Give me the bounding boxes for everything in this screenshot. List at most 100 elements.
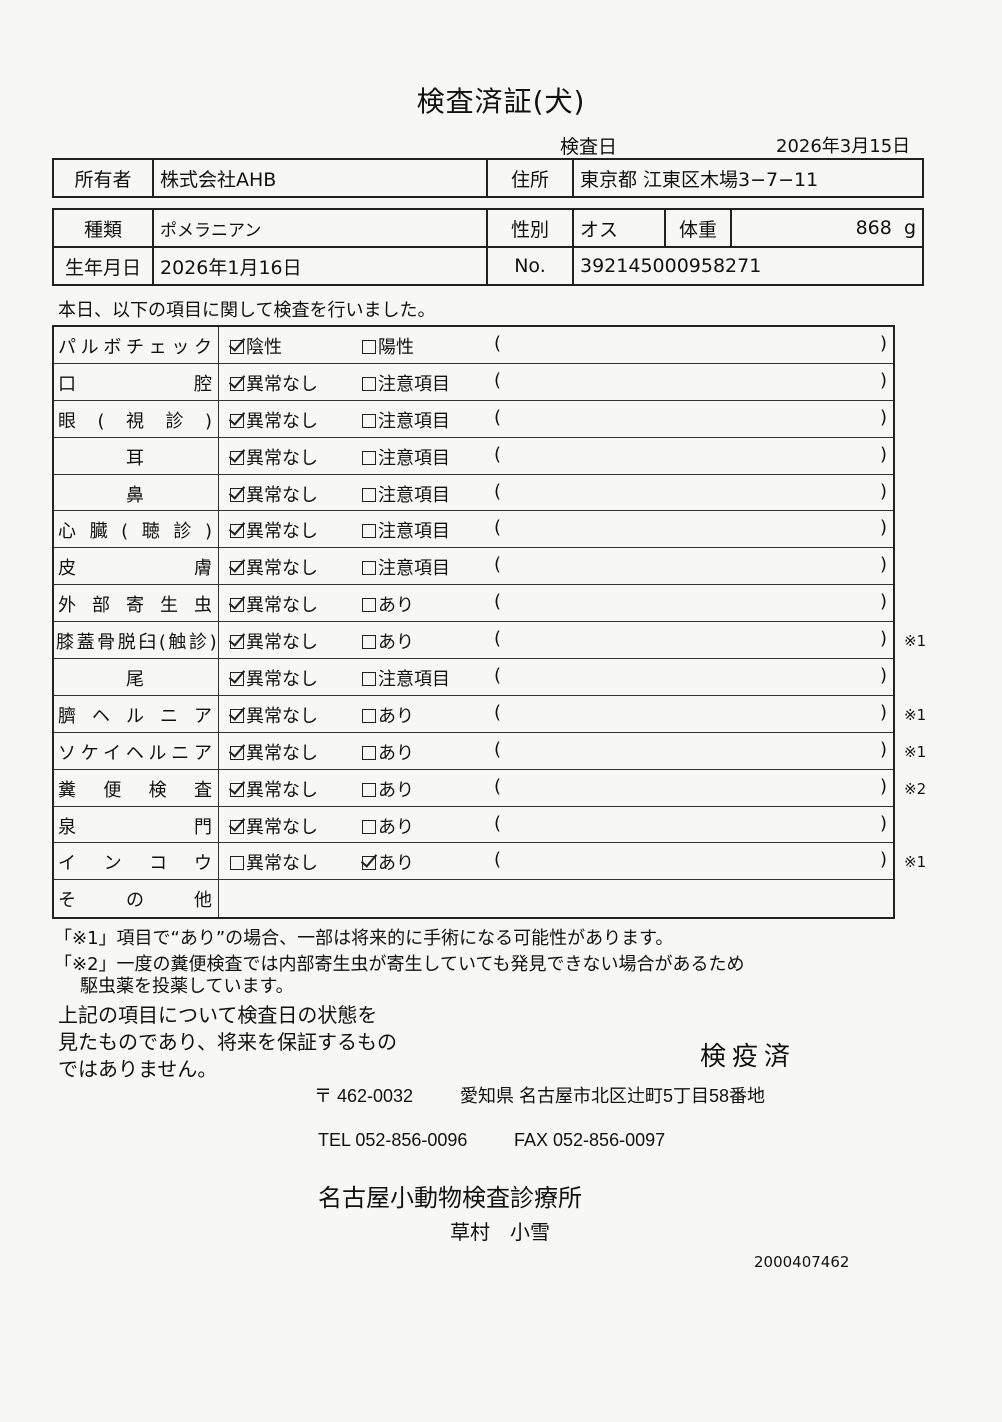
option-1[interactable]: 異常なし — [230, 481, 318, 507]
option-1[interactable]: 異常なし — [230, 665, 318, 691]
option-2-label: あり — [378, 779, 414, 801]
option-2[interactable]: あり — [362, 739, 414, 765]
intro-text: 本日、以下の項目に関して検査を行いました。 — [58, 300, 436, 321]
checkbox-icon[interactable] — [362, 708, 376, 723]
remark-close-paren: ) — [880, 738, 888, 760]
option-1[interactable]: 異常なし — [230, 739, 318, 765]
checkbox-icon[interactable] — [230, 524, 244, 539]
option-2-label: あり — [378, 816, 414, 838]
checkbox-icon[interactable] — [362, 856, 376, 871]
option-2-label: あり — [378, 705, 414, 727]
option-2[interactable]: 注意項目 — [362, 554, 450, 580]
checkbox-icon[interactable] — [362, 450, 376, 465]
checkbox-icon[interactable] — [362, 487, 376, 502]
checkbox-icon[interactable] — [230, 561, 244, 576]
check-item-label: 泉門 — [54, 806, 219, 843]
option-2[interactable]: 注意項目 — [362, 665, 450, 691]
option-2[interactable]: 注意項目 — [362, 370, 450, 396]
option-2[interactable]: あり — [362, 776, 414, 802]
checkbox-icon[interactable] — [230, 376, 244, 391]
checkbox-icon[interactable] — [230, 340, 244, 354]
checkbox-icon[interactable] — [362, 376, 376, 391]
option-2[interactable]: 注意項目 — [362, 407, 450, 433]
option-2-label: あり — [378, 742, 414, 764]
clinic-address: 愛知県 名古屋市北区辻町5丁目58番地 — [460, 1086, 766, 1106]
checkbox-icon[interactable] — [362, 598, 376, 613]
option-2-label: 注意項目 — [378, 521, 450, 543]
footnote-2-cont: 駆虫薬を投薬しています。 — [80, 976, 294, 997]
checkbox-icon[interactable] — [362, 672, 376, 687]
option-1[interactable]: 異常なし — [230, 444, 318, 470]
check-row: 臍ヘルニア 異常なし あり () ※1 — [54, 695, 926, 733]
option-1[interactable]: 異常なし — [230, 776, 318, 802]
option-2[interactable]: 陽性 — [362, 333, 414, 359]
checkbox-icon[interactable] — [230, 598, 244, 613]
checkbox-icon[interactable] — [362, 561, 376, 576]
option-2[interactable]: あり — [362, 849, 414, 875]
check-row: 糞便検査 異常なし あり () ※2 — [54, 769, 926, 807]
option-2[interactable]: あり — [362, 628, 414, 654]
check-item-label: 外部寄生虫 — [54, 585, 219, 622]
checkbox-icon[interactable] — [230, 413, 244, 428]
option-2-label: 注意項目 — [378, 669, 450, 691]
option-2[interactable]: 注意項目 — [362, 444, 450, 470]
checkbox-icon[interactable] — [230, 856, 244, 871]
option-1[interactable]: 異常なし — [230, 517, 318, 543]
option-1[interactable]: 異常なし — [230, 628, 318, 654]
remark-open-paren: ( — [494, 517, 502, 539]
option-1[interactable]: 異常なし — [230, 591, 318, 617]
option-1[interactable]: 異常なし — [230, 702, 318, 728]
remark-close-paren: ) — [880, 333, 888, 354]
option-1-label: 異常なし — [246, 447, 318, 469]
checkbox-icon[interactable] — [230, 782, 244, 797]
check-item-label: 口腔 — [54, 363, 219, 400]
option-1[interactable]: 異常なし — [230, 813, 318, 839]
option-1[interactable]: 異常なし — [230, 370, 318, 396]
footnote-2: 「※2」一度の糞便検査では内部寄生虫が寄生していても発見できない場合があるため — [54, 954, 745, 975]
option-2[interactable]: あり — [362, 702, 414, 728]
address-label: 住所 — [486, 158, 574, 198]
option-2[interactable]: あり — [362, 813, 414, 839]
check-item-label: ソケイヘルニア — [54, 732, 219, 769]
option-2-label: あり — [378, 632, 414, 654]
option-1-label: 異常なし — [246, 632, 318, 654]
check-item-label: 心臓(聴診) — [54, 511, 219, 548]
check-item-label: 眼(視診) — [54, 400, 219, 437]
checkbox-icon[interactable] — [362, 340, 376, 354]
checkbox-icon[interactable] — [362, 524, 376, 539]
checkbox-icon[interactable] — [362, 819, 376, 834]
remark-open-paren: ( — [494, 701, 502, 723]
clinic-tel: TEL 052-856-0096 — [318, 1130, 468, 1150]
no-label: No. — [486, 246, 574, 286]
remark-open-paren: ( — [494, 406, 502, 428]
checkbox-icon[interactable] — [230, 745, 244, 760]
checkbox-icon[interactable] — [362, 413, 376, 428]
option-2[interactable]: 注意項目 — [362, 517, 450, 543]
remark-open-paren: ( — [494, 849, 502, 871]
checkbox-icon[interactable] — [230, 819, 244, 834]
option-1-label: 異常なし — [246, 410, 318, 432]
clinic-fax: FAX 052-856-0097 — [514, 1130, 666, 1150]
owner-value: 株式会社AHB — [152, 158, 488, 198]
remark-open-paren: ( — [494, 812, 502, 834]
checkbox-icon[interactable] — [362, 635, 376, 650]
option-2[interactable]: あり — [362, 591, 414, 617]
option-1[interactable]: 異常なし — [230, 849, 318, 875]
checkbox-icon[interactable] — [230, 450, 244, 465]
option-2[interactable]: 注意項目 — [362, 481, 450, 507]
checkbox-icon[interactable] — [230, 487, 244, 502]
option-1[interactable]: 異常なし — [230, 554, 318, 580]
note-marker: ※1 — [904, 742, 927, 761]
option-1[interactable]: 陰性 — [230, 333, 282, 359]
checkbox-icon[interactable] — [230, 708, 244, 723]
remark-open-paren: ( — [494, 333, 502, 354]
checkbox-icon[interactable] — [362, 782, 376, 797]
sex-label: 性別 — [486, 208, 574, 248]
checkbox-icon[interactable] — [230, 635, 244, 650]
birth-label: 生年月日 — [52, 246, 154, 286]
option-1[interactable]: 異常なし — [230, 407, 318, 433]
checkbox-icon[interactable] — [362, 745, 376, 760]
check-item-label: パルボチェック — [54, 327, 219, 363]
remark-open-paren: ( — [494, 443, 502, 465]
checkbox-icon[interactable] — [230, 672, 244, 687]
